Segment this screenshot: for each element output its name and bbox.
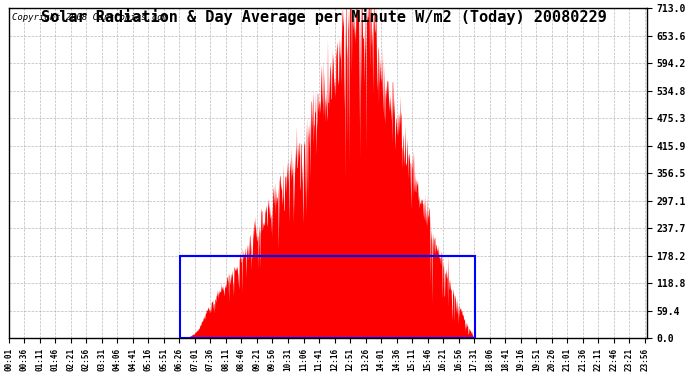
Text: Solar Radiation & Day Average per Minute W/m2 (Today) 20080229: Solar Radiation & Day Average per Minute… — [41, 9, 607, 26]
Text: Copyright 2008 Cartronics.com: Copyright 2008 Cartronics.com — [12, 13, 168, 22]
Bar — [180, 255, 475, 338]
